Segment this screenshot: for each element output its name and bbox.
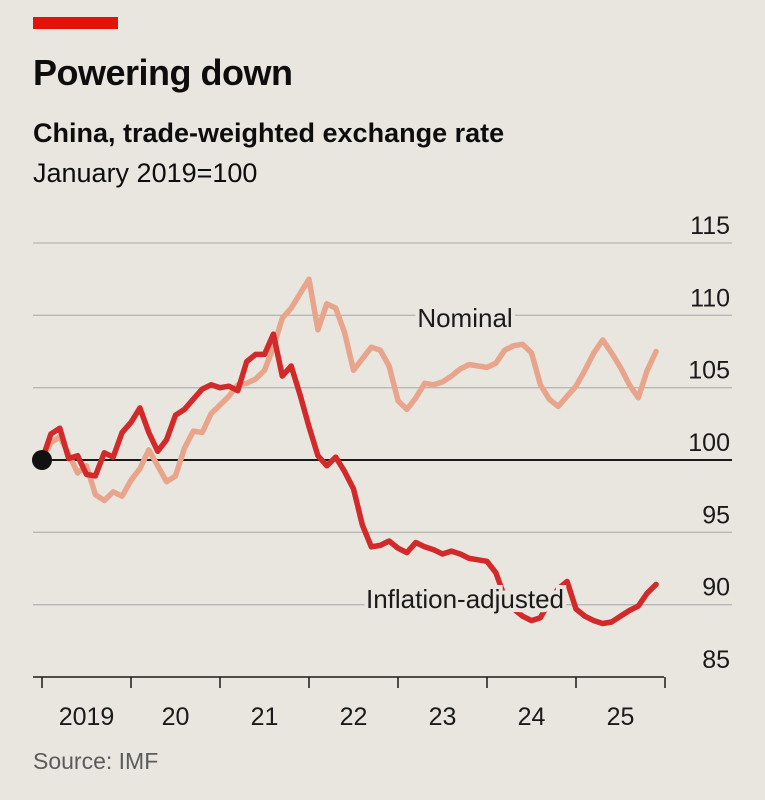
- x-tick-label: 2019: [59, 703, 115, 731]
- chart-subtitle: China, trade-weighted exchange rate: [33, 118, 505, 148]
- inflation-adjusted-annotation: Inflation-adjusted: [366, 584, 564, 614]
- y-tick-label: 90: [702, 574, 730, 602]
- y-tick-label: 95: [702, 501, 730, 529]
- accent-bar: [33, 17, 118, 29]
- start-point-marker: [32, 450, 52, 470]
- inflation-adjusted-line: [39, 331, 659, 627]
- y-tick-label: 115: [690, 212, 730, 240]
- y-tick-label: 105: [688, 357, 730, 385]
- nominal-annotation: Nominal: [417, 303, 512, 333]
- source-note: Source: IMF: [33, 748, 159, 774]
- nominal-line: [39, 276, 659, 504]
- x-tick-label: 23: [429, 703, 457, 731]
- unit-note: January 2019=100: [33, 158, 258, 188]
- y-tick-label: 100: [688, 429, 730, 457]
- y-tick-label: 85: [702, 646, 730, 674]
- x-tick-label: 25: [607, 703, 635, 731]
- chart-title: Powering down: [33, 52, 293, 93]
- x-tick-label: 24: [518, 703, 546, 731]
- x-tick-label: 21: [251, 703, 279, 731]
- x-tick-label: 22: [340, 703, 368, 731]
- x-tick-label: 20: [162, 703, 190, 731]
- y-tick-label: 110: [690, 284, 730, 312]
